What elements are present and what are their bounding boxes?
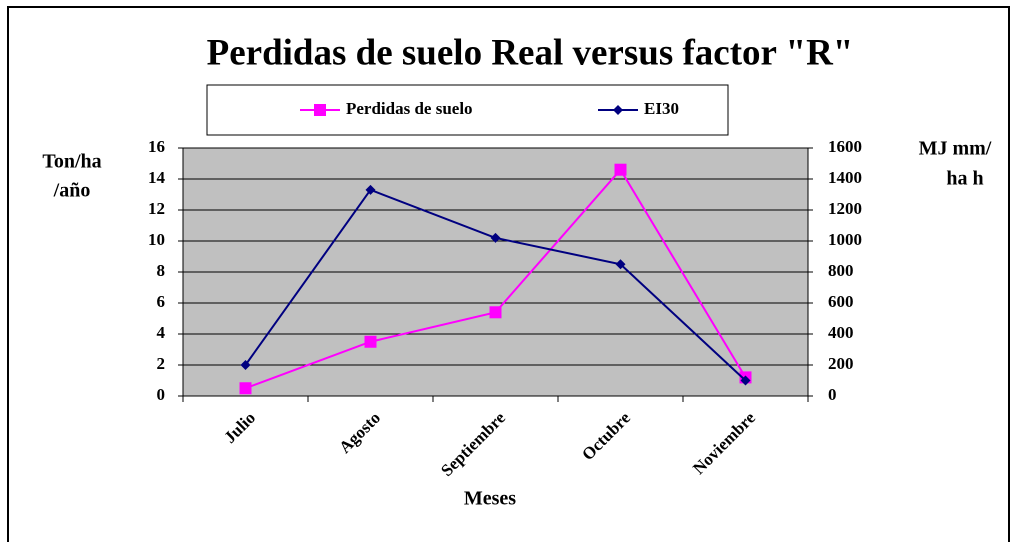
y-tick-label: 6 bbox=[157, 292, 166, 311]
legend-marker bbox=[314, 104, 326, 116]
chart-title: Perdidas de suelo Real versus factor "R" bbox=[207, 32, 854, 73]
y-tick-label: 16 bbox=[148, 137, 165, 156]
x-tick-label: Octubre bbox=[578, 408, 634, 464]
marker bbox=[490, 232, 501, 243]
legend-label: Perdidas de suelo bbox=[346, 99, 473, 118]
y-tick-label: 12 bbox=[148, 199, 165, 218]
y-tick-label: 10 bbox=[148, 230, 165, 249]
marker bbox=[740, 375, 751, 386]
x-tick-label: Septiembre bbox=[437, 408, 509, 480]
y2-axis-label: MJ mm/ bbox=[919, 138, 992, 160]
y-tick-label: 4 bbox=[157, 323, 166, 342]
frame bbox=[7, 6, 1010, 542]
legend-marker bbox=[613, 105, 623, 115]
marker bbox=[365, 184, 376, 195]
y-tick-label: 14 bbox=[148, 168, 166, 187]
y2-axis-label: ha h bbox=[946, 168, 983, 190]
y2-tick-label: 1000 bbox=[828, 230, 862, 249]
y2-tick-label: 1200 bbox=[828, 199, 862, 218]
y2-tick-label: 1400 bbox=[828, 168, 862, 187]
y2-tick-label: 800 bbox=[828, 261, 854, 280]
y-tick-label: 0 bbox=[157, 385, 166, 404]
y-axis-label: /año bbox=[53, 180, 91, 202]
y-tick-label: 8 bbox=[157, 261, 166, 280]
y2-tick-label: 400 bbox=[828, 323, 854, 342]
legend-label: EI30 bbox=[644, 99, 679, 118]
legend bbox=[206, 84, 729, 136]
marker bbox=[364, 335, 377, 348]
y2-tick-label: 1600 bbox=[828, 137, 862, 156]
x-tick-label: Julio bbox=[220, 408, 259, 447]
x-tick-label: Agosto bbox=[335, 408, 384, 457]
marker bbox=[239, 382, 252, 395]
x-axis-label: Meses bbox=[464, 488, 516, 510]
marker bbox=[240, 360, 251, 370]
y-tick-label: 2 bbox=[157, 354, 166, 373]
x-tick-label: Noviembre bbox=[689, 408, 759, 478]
y2-tick-label: 200 bbox=[828, 354, 854, 373]
y-axis-label: Ton/ha bbox=[42, 151, 101, 173]
marker bbox=[615, 259, 626, 270]
y2-tick-label: 600 bbox=[828, 292, 854, 311]
y2-tick-label: 0 bbox=[828, 385, 837, 404]
marker bbox=[614, 163, 627, 176]
marker bbox=[489, 306, 502, 319]
